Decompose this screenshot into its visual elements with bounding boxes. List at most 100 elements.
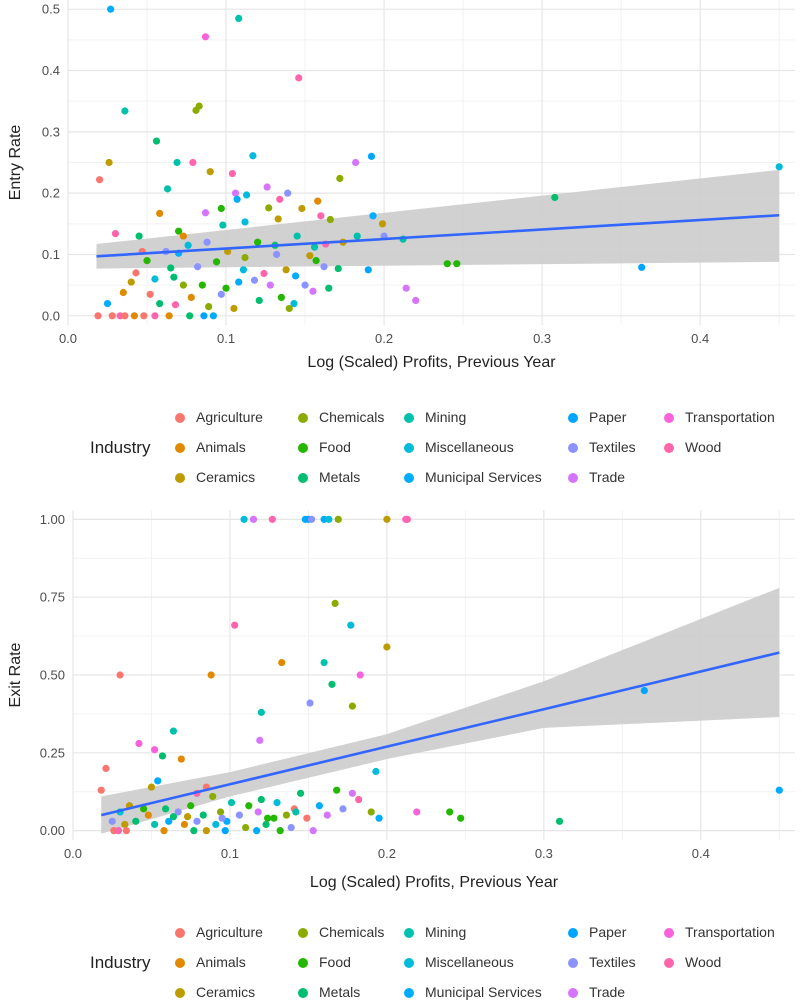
data-point bbox=[292, 808, 300, 816]
legend-swatch bbox=[404, 958, 414, 968]
data-point bbox=[348, 789, 356, 797]
data-point bbox=[287, 823, 295, 832]
data-point bbox=[347, 621, 355, 629]
data-point bbox=[413, 808, 421, 816]
x-tick-label: 0.1 bbox=[221, 846, 239, 861]
data-point bbox=[295, 74, 303, 82]
confidence-band bbox=[96, 169, 780, 269]
industry-legend: Industry Agriculture Animals Ceramics Chemic… bbox=[0, 915, 807, 1005]
data-point bbox=[193, 817, 201, 825]
data-point bbox=[144, 811, 152, 819]
legend-label: Mining bbox=[425, 409, 467, 425]
data-point bbox=[276, 827, 284, 835]
y-tick-label: 0.3 bbox=[42, 124, 60, 139]
data-point bbox=[167, 264, 175, 272]
data-point bbox=[265, 204, 273, 212]
data-point bbox=[256, 736, 264, 744]
data-point bbox=[328, 680, 336, 688]
data-point bbox=[309, 287, 317, 295]
data-point bbox=[775, 163, 783, 171]
data-point bbox=[179, 281, 187, 289]
y-tick-label: 0.00 bbox=[40, 823, 65, 838]
legend-title: Industry bbox=[90, 953, 151, 972]
data-point bbox=[309, 827, 317, 835]
data-point bbox=[97, 786, 105, 794]
data-point bbox=[216, 808, 225, 816]
legend-swatch bbox=[568, 473, 578, 483]
data-point bbox=[151, 820, 159, 829]
data-point bbox=[235, 811, 243, 819]
data-point bbox=[235, 14, 243, 22]
legend-label: Miscellaneous bbox=[425, 439, 514, 455]
legend-label: Wood bbox=[685, 954, 722, 970]
legend-swatch bbox=[175, 928, 185, 938]
data-point bbox=[443, 260, 451, 268]
data-point bbox=[202, 827, 211, 835]
data-point bbox=[306, 252, 314, 260]
legend-swatch bbox=[568, 988, 578, 998]
x-tick-label: 0.4 bbox=[691, 331, 709, 346]
y-tick-label: 1.00 bbox=[40, 512, 65, 527]
data-point bbox=[151, 275, 159, 283]
confidence-band bbox=[101, 587, 780, 834]
data-point bbox=[326, 215, 334, 224]
data-point bbox=[198, 281, 206, 289]
data-point bbox=[94, 312, 102, 320]
data-point bbox=[241, 218, 249, 226]
data-point bbox=[383, 643, 391, 651]
data-point bbox=[222, 284, 230, 292]
data-point bbox=[372, 767, 380, 776]
x-tick-label: 0.2 bbox=[378, 846, 396, 861]
data-point bbox=[290, 299, 298, 308]
data-point bbox=[179, 232, 187, 240]
data-point bbox=[212, 820, 220, 829]
data-point bbox=[320, 658, 328, 667]
y-tick-label: 0.4 bbox=[42, 63, 60, 78]
data-point bbox=[277, 293, 285, 302]
legend-swatch bbox=[298, 988, 308, 998]
data-point bbox=[268, 515, 276, 523]
data-point bbox=[303, 814, 311, 822]
x-axis-label: Log (Scaled) Profits, Previous Year bbox=[310, 874, 559, 891]
data-point bbox=[169, 813, 178, 821]
data-point bbox=[205, 303, 213, 311]
data-point bbox=[266, 281, 274, 289]
legend-label: Food bbox=[319, 439, 351, 455]
data-point bbox=[143, 257, 151, 265]
data-point bbox=[260, 269, 268, 278]
data-point bbox=[296, 789, 305, 797]
data-point bbox=[122, 827, 130, 835]
data-point bbox=[187, 293, 195, 302]
data-point bbox=[282, 811, 291, 819]
legend-swatch bbox=[664, 928, 674, 938]
y-tick-label: 0.1 bbox=[42, 247, 60, 262]
data-point bbox=[284, 189, 292, 197]
data-point bbox=[190, 827, 198, 835]
data-point bbox=[282, 266, 290, 274]
data-point bbox=[364, 266, 372, 274]
data-point bbox=[147, 783, 156, 791]
x-axis-label: Log (Scaled) Profits, Previous Year bbox=[307, 354, 556, 371]
legend-swatch bbox=[175, 988, 185, 998]
data-point bbox=[356, 671, 364, 679]
legend-label: Paper bbox=[589, 924, 627, 940]
data-point bbox=[140, 805, 148, 813]
data-point bbox=[551, 193, 559, 202]
data-point bbox=[638, 263, 646, 271]
legend-swatch bbox=[568, 958, 578, 968]
data-point bbox=[254, 808, 262, 816]
data-point bbox=[336, 174, 344, 183]
data-point bbox=[367, 808, 375, 816]
data-point bbox=[291, 272, 300, 280]
data-point bbox=[367, 152, 376, 160]
data-point bbox=[257, 795, 265, 804]
legend-swatch bbox=[298, 443, 308, 453]
legend-label: Trade bbox=[589, 469, 626, 485]
data-point bbox=[235, 278, 243, 286]
data-point bbox=[156, 299, 164, 308]
legend-label: Agriculture bbox=[196, 924, 263, 940]
data-point bbox=[334, 515, 342, 523]
data-point bbox=[285, 304, 293, 313]
data-point bbox=[775, 786, 783, 794]
data-point bbox=[173, 158, 181, 167]
